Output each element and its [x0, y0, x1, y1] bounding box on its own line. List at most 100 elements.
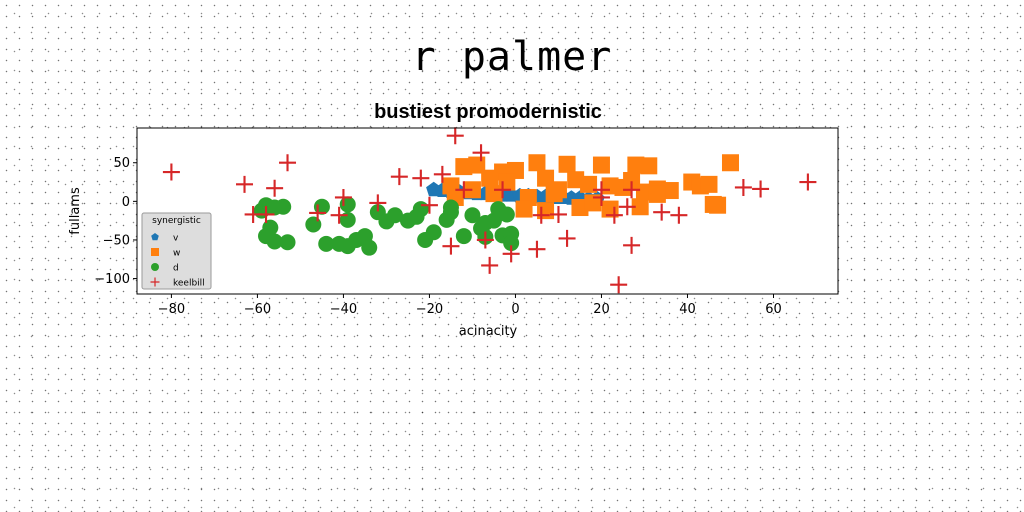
data-point-w [661, 182, 679, 200]
data-point-keelbill [442, 237, 460, 255]
legend: synergistic vwd keelbill [141, 212, 212, 290]
data-point-keelbill [623, 181, 641, 199]
data-point-keelbill [502, 245, 520, 263]
data-point-keelbill [618, 198, 636, 216]
data-point-d [503, 235, 520, 252]
data-point-w [584, 194, 602, 212]
y-axis-label: fullams [68, 187, 83, 235]
data-point-keelbill [257, 205, 275, 223]
legend-label-w: w [173, 249, 180, 259]
data-point-w [571, 199, 589, 217]
y-axis-ticks: 50 0 −50 −100 [94, 156, 137, 287]
x-tick-label: −60 [244, 302, 271, 317]
x-axis-label: acinacity [459, 324, 518, 339]
data-point-keelbill [610, 276, 628, 294]
data-point-keelbill [752, 180, 770, 198]
data-point-w [623, 172, 641, 190]
legend-marker-w [151, 248, 159, 256]
data-point-w [498, 173, 516, 191]
legend-label-v: v [173, 234, 179, 244]
data-point-keelbill [420, 196, 438, 214]
x-tick-label: −20 [416, 302, 443, 317]
data-point-d [253, 202, 270, 219]
data-point-keelbill [369, 194, 387, 212]
x-tick-label: 0 [511, 302, 519, 317]
data-point-d [361, 239, 378, 256]
y-tick-label: −100 [94, 272, 130, 287]
data-point-keelbill [799, 173, 817, 191]
data-point-keelbill [549, 205, 567, 223]
data-point-w [515, 200, 533, 218]
legend-box [141, 212, 212, 290]
data-point-keelbill [334, 188, 352, 206]
data-point-keelbill [236, 175, 254, 193]
data-point-w [558, 155, 576, 173]
data-point-w [481, 169, 499, 187]
data-point-keelbill [528, 240, 546, 258]
data-point-d [339, 196, 356, 213]
data-point-w [528, 154, 546, 172]
data-point-d [275, 198, 292, 215]
legend-items: vwd keelbill [150, 233, 205, 289]
data-point-keelbill [433, 165, 451, 183]
x-axis-ticks: −80 −60 −40 −20 0 20 40 60 [158, 294, 782, 317]
legend-label-d: d [173, 264, 179, 274]
series-w [442, 154, 739, 220]
data-point-d [442, 199, 459, 216]
data-point-keelbill [476, 231, 494, 249]
x-tick-label: −80 [158, 302, 185, 317]
y-tick-label: 0 [122, 195, 130, 210]
x-tick-label: 60 [765, 302, 782, 317]
data-point-d [412, 201, 429, 218]
y-tick-label: −50 [103, 233, 130, 248]
data-point-keelbill [330, 206, 348, 224]
data-point-keelbill [670, 206, 688, 224]
data-point-keelbill [558, 229, 576, 247]
data-point-w [580, 175, 598, 193]
data-point-keelbill [266, 179, 284, 197]
figure-suptitle: r palmer [411, 34, 613, 80]
data-point-w [635, 183, 653, 201]
data-point-keelbill [309, 204, 327, 222]
x-tick-label: 20 [593, 302, 610, 317]
data-point-w [455, 158, 473, 176]
chart-title: bustiest promodernistic [374, 101, 602, 123]
data-point-w [631, 198, 649, 216]
data-point-d [279, 234, 296, 251]
legend-label-keelbill: keelbill [173, 279, 205, 289]
data-point-d [318, 235, 335, 252]
data-point-w [545, 185, 563, 203]
data-points [162, 127, 817, 294]
data-point-w [592, 156, 610, 174]
data-point-w [648, 185, 666, 203]
data-point-keelbill [279, 154, 297, 172]
data-point-keelbill [592, 181, 610, 199]
x-tick-label: 40 [679, 302, 696, 317]
data-point-d [498, 206, 515, 223]
data-point-d [266, 233, 283, 250]
data-point-keelbill [481, 256, 499, 274]
legend-title: synergistic [152, 216, 201, 226]
series-keelbill [162, 127, 817, 294]
data-point-keelbill [162, 163, 180, 181]
data-point-w [721, 154, 739, 172]
data-point-keelbill [734, 178, 752, 196]
data-point-d [305, 216, 322, 233]
data-point-keelbill [532, 206, 550, 224]
legend-marker-d [151, 263, 159, 271]
plot-frame [136, 127, 839, 295]
data-point-d [464, 207, 481, 224]
data-point-d [477, 214, 494, 231]
data-point-keelbill [653, 203, 671, 221]
data-point-keelbill [455, 181, 473, 199]
data-point-d [455, 228, 472, 245]
data-point-d [387, 207, 404, 224]
y-tick-label: 50 [113, 156, 130, 171]
data-point-w [640, 157, 658, 175]
data-point-keelbill [446, 127, 464, 145]
data-point-w [709, 196, 727, 214]
data-point-keelbill [623, 236, 641, 254]
data-point-d [262, 219, 279, 236]
data-point-keelbill [472, 144, 490, 162]
